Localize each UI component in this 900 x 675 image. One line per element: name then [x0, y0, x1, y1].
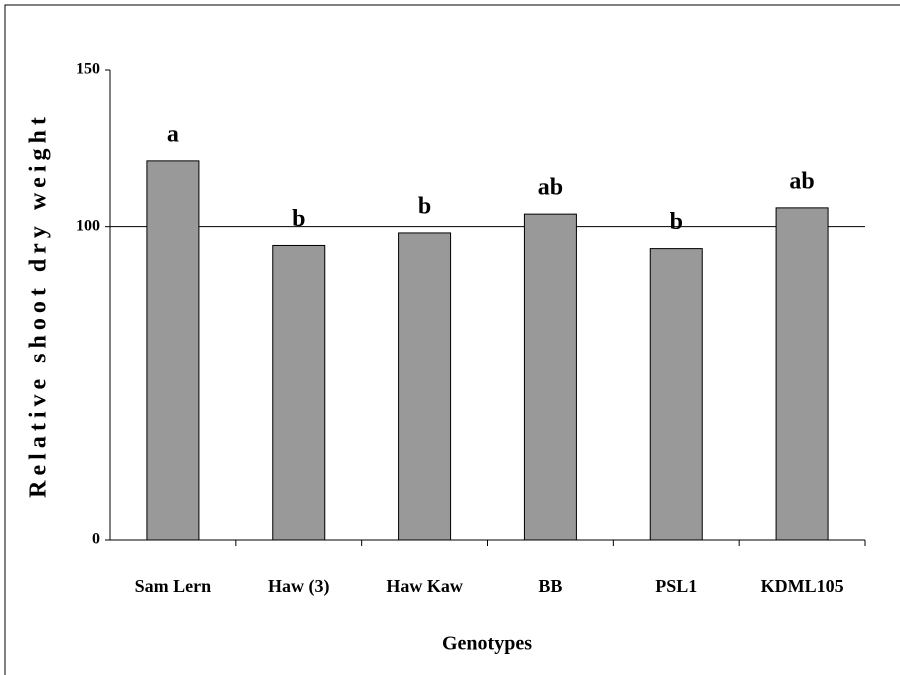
significance-letter: b — [418, 193, 431, 219]
significance-letter: ab — [789, 168, 814, 194]
x-tick-label: KDML105 — [761, 576, 844, 596]
significance-letter: b — [670, 209, 683, 235]
bar — [273, 245, 325, 540]
bar — [147, 161, 199, 540]
chart: Relative shoot dry weight Genotypes 0 100… — [0, 0, 900, 675]
x-tick-label: Haw (3) — [268, 576, 330, 597]
x-tick-label: PSL1 — [655, 576, 697, 596]
x-tick-label: Sam Lern — [135, 576, 212, 596]
frame — [5, 5, 900, 675]
bar — [776, 208, 828, 540]
y-tick-label: 100 — [76, 217, 100, 234]
y-axis-label: Relative shoot dry weight — [26, 112, 52, 498]
bar — [399, 233, 451, 540]
bar — [650, 249, 702, 540]
page: {"chart_data": {"type": "bar", "y_label"… — [0, 0, 900, 675]
y-tick-label: 0 — [92, 531, 100, 548]
significance-letter: b — [292, 206, 305, 232]
significance-letter: ab — [538, 175, 563, 201]
bar — [524, 214, 576, 540]
x-tick-label: BB — [538, 576, 562, 596]
significance-letter: a — [167, 121, 179, 147]
x-axis-label: Genotypes — [442, 633, 532, 655]
y-tick-label: 150 — [76, 61, 100, 78]
x-tick-label: Haw Kaw — [386, 576, 463, 596]
